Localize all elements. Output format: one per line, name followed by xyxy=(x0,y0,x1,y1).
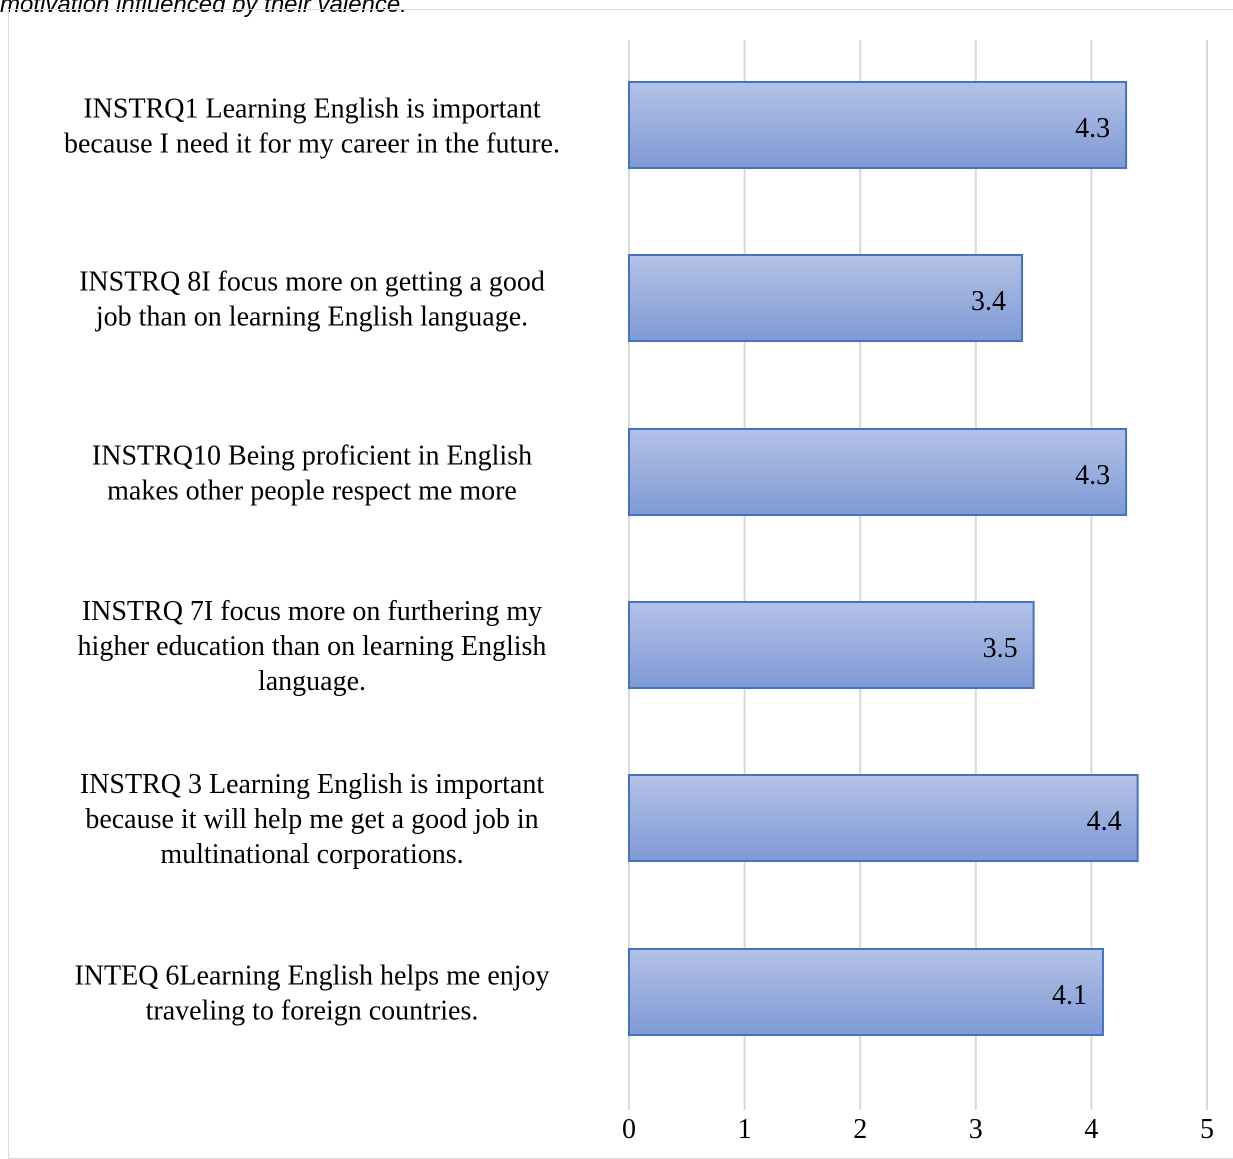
x-tick-label: 1 xyxy=(738,1114,752,1142)
category-label: INSTRQ10 Being proficient in English make… xyxy=(92,441,532,507)
data-label: 4.4 xyxy=(1087,806,1122,837)
bar xyxy=(628,81,1128,169)
data-label: 4.3 xyxy=(1075,460,1110,491)
bar xyxy=(628,428,1128,516)
data-label: 4.1 xyxy=(1052,980,1087,1011)
x-tick-label: 2 xyxy=(853,1114,867,1142)
x-tick-label: 3 xyxy=(969,1114,983,1142)
bars: 4.3 3.4 4.3 3.5 4.4 4.1 xyxy=(628,81,1139,1036)
data-label: 3.4 xyxy=(971,286,1006,317)
x-tick-label: 5 xyxy=(1200,1114,1214,1142)
bar xyxy=(628,254,1024,342)
category-label: INSTRQ 7I focus more on furthering my hig… xyxy=(78,596,547,697)
x-axis-ticks: 0 1 2 3 4 5 xyxy=(622,1114,1214,1142)
category-label: INSTRQ 8I focus more on getting a good jo… xyxy=(79,267,545,333)
bar xyxy=(628,948,1104,1036)
category-label: INSTRQ 3 Learning English is important be… xyxy=(80,769,545,870)
x-tick-label: 4 xyxy=(1084,1114,1098,1142)
data-label: 4.3 xyxy=(1075,113,1110,144)
category-label: INSTRQ1 Learning English is important bec… xyxy=(64,94,560,160)
data-label: 3.5 xyxy=(983,633,1018,664)
category-label: INTEQ 6Learning English helps me enjoy tr… xyxy=(74,961,549,1027)
bar xyxy=(628,601,1035,689)
category-labels: INSTRQ1 Learning English is important bec… xyxy=(64,94,560,1027)
bar xyxy=(628,774,1139,862)
x-tick-label: 0 xyxy=(622,1114,636,1142)
gridlines xyxy=(628,40,1208,1110)
